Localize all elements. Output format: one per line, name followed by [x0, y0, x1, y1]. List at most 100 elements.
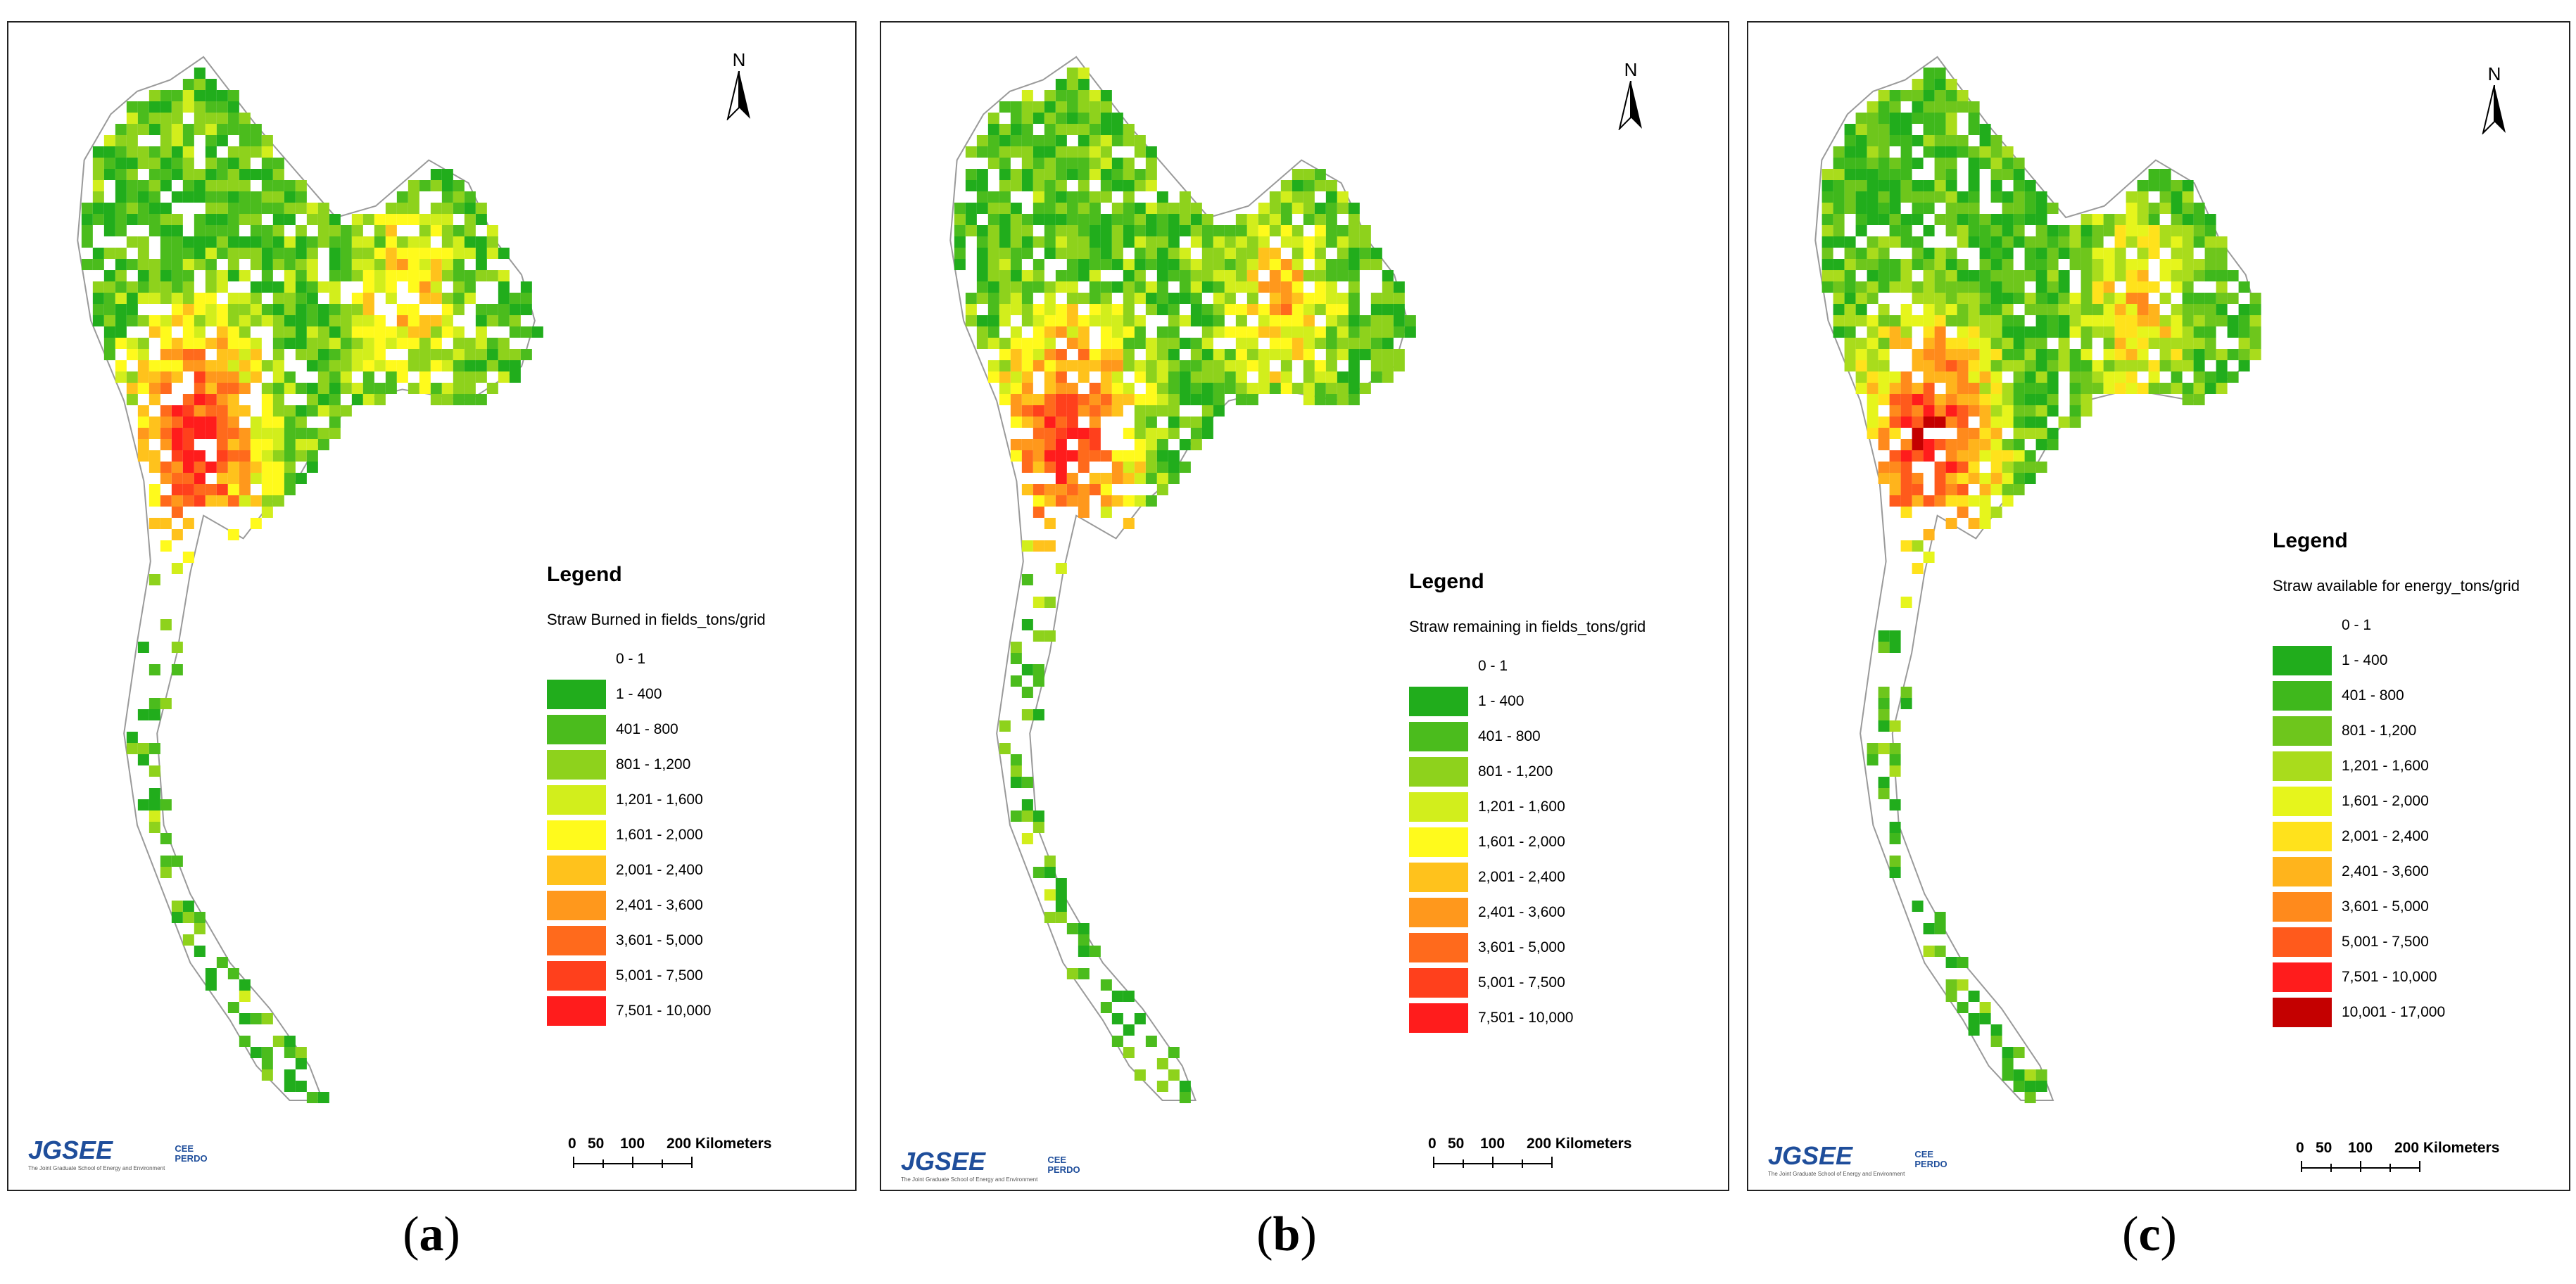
legend-items: 0 - 1 1 - 400 401 - 800 801 - 1,200 1,201 - …	[1409, 649, 1646, 1036]
legend-label: 5,001 - 7,500	[616, 967, 703, 984]
legend-swatch	[547, 856, 606, 885]
grid-cells	[1821, 68, 2261, 1103]
legend-item: 2,001 - 2,400	[2273, 819, 2520, 854]
legend-swatch	[2273, 646, 2332, 675]
institution-logos: JGSEE The Joint Graduate School of Energ…	[28, 1136, 217, 1171]
north-arrow-icon: N	[1610, 59, 1652, 134]
legend-item: 7,501 - 10,000	[2273, 960, 2520, 995]
map-panel-a: N Legend Straw Burned in fields_tons/gri…	[7, 21, 857, 1191]
legend-label: 3,601 - 5,000	[616, 932, 703, 948]
legend-item: 0 - 1	[1409, 649, 1646, 684]
legend-swatch	[2273, 751, 2332, 781]
legend-item: 5,001 - 7,500	[2273, 924, 2520, 960]
legend-label: 7,501 - 10,000	[1478, 1010, 1574, 1026]
scale-bar: 0 50 100 200 Kilometers	[568, 1136, 855, 1173]
legend-item: 0 - 1	[2273, 608, 2520, 643]
legend-label: 1,201 - 1,600	[616, 792, 703, 808]
legend-label: 2,001 - 2,400	[2342, 828, 2429, 844]
legend-label: 801 - 1,200	[1478, 763, 1553, 780]
map-panel-c: N Legend Straw available for energy_tons…	[1747, 21, 2570, 1191]
institution-logos: JGSEE The Joint Graduate School of Energ…	[901, 1147, 1090, 1183]
legend-subtitle: Straw remaining in fields_tons/grid	[1409, 618, 1646, 635]
legend-item: 1 - 400	[547, 677, 766, 712]
legend-item: 3,601 - 5,000	[1409, 930, 1646, 965]
legend-label: 1,201 - 1,600	[1478, 799, 1565, 815]
legend-item: 1,601 - 2,000	[2273, 784, 2520, 819]
thailand-map	[949, 56, 1416, 1103]
legend-label: 7,501 - 10,000	[616, 1003, 712, 1019]
legend-label: 2,401 - 3,600	[616, 897, 703, 913]
legend-label: 1,601 - 2,000	[2342, 793, 2429, 809]
jgsee-logo: JGSEE	[28, 1136, 113, 1164]
scale-label-0: 0	[2296, 1140, 2304, 1156]
scale-label-100: 100	[1480, 1136, 1505, 1152]
legend-swatch	[547, 644, 606, 674]
legend-swatch	[547, 926, 606, 955]
legend-item: 1 - 400	[1409, 684, 1646, 719]
legend-swatch	[547, 680, 606, 709]
caption-a: (a)	[403, 1207, 460, 1261]
legend-item: 401 - 800	[547, 712, 766, 747]
legend-items: 0 - 1 1 - 400 401 - 800 801 - 1,200 1,201 - …	[2273, 608, 2520, 1030]
cee-perdo-logo: CEE PERDO	[175, 1143, 208, 1164]
legend-item: 5,001 - 7,500	[547, 958, 766, 993]
legend-swatch	[547, 820, 606, 850]
legend-swatch	[547, 961, 606, 991]
legend-item: 10,001 - 17,000	[2273, 995, 2520, 1030]
legend-item: 3,601 - 5,000	[2273, 889, 2520, 924]
legend-title: Legend	[1409, 570, 1484, 593]
north-label: N	[732, 49, 746, 70]
grid-cells	[81, 68, 543, 1103]
legend-swatch	[1409, 827, 1468, 857]
legend-label: 1 - 400	[1478, 693, 1524, 709]
scale-label-0: 0	[1428, 1136, 1437, 1152]
north-label: N	[2487, 63, 2501, 84]
legend-swatch	[2273, 822, 2332, 851]
legend-swatch	[2273, 716, 2332, 746]
legend: Legend Straw Burned in fields_tons/grid …	[547, 563, 766, 1029]
legend-item: 1,201 - 1,600	[2273, 749, 2520, 784]
legend-label: 801 - 1,200	[616, 756, 691, 773]
legend-label: 5,001 - 7,500	[1478, 974, 1565, 991]
legend-item: 5,001 - 7,500	[1409, 965, 1646, 1000]
legend-swatch	[2273, 927, 2332, 957]
legend-label: 1 - 400	[616, 686, 662, 702]
institution-logos: JGSEE The Joint Graduate School of Energ…	[1768, 1141, 1957, 1177]
caption-c: (c)	[2122, 1207, 2177, 1261]
legend-item: 801 - 1,200	[1409, 754, 1646, 789]
scale-label-200: 200 Kilometers	[667, 1136, 772, 1152]
legend-label: 0 - 1	[2342, 617, 2372, 633]
jgsee-logo-subtitle: The Joint Graduate School of Energy and …	[1768, 1171, 1905, 1177]
legend-label: 801 - 1,200	[2342, 723, 2417, 739]
scale-label-200: 200 Kilometers	[2394, 1140, 2500, 1156]
legend: Legend Straw available for energy_tons/g…	[2273, 529, 2520, 1030]
legend-label: 401 - 800	[1478, 728, 1541, 744]
legend-swatch	[2273, 857, 2332, 886]
legend-item: 1,201 - 1,600	[547, 782, 766, 818]
jgsee-logo-subtitle: The Joint Graduate School of Energy and …	[28, 1165, 165, 1171]
legend-label: 5,001 - 7,500	[2342, 934, 2429, 950]
legend-label: 10,001 - 17,000	[2342, 1004, 2446, 1020]
legend-swatch	[2273, 611, 2332, 640]
legend-title: Legend	[547, 563, 622, 586]
legend-item: 1 - 400	[2273, 643, 2520, 678]
north-label: N	[1624, 59, 1638, 80]
legend-item: 401 - 800	[2273, 678, 2520, 713]
legend-label: 7,501 - 10,000	[2342, 969, 2437, 985]
legend-subtitle: Straw Burned in fields_tons/grid	[547, 611, 766, 628]
legend-item: 2,401 - 3,600	[547, 888, 766, 923]
legend-swatch	[1409, 863, 1468, 892]
legend-swatch	[1409, 1003, 1468, 1033]
cee-perdo-logo: CEE PERDO	[1047, 1154, 1080, 1175]
legend-swatch	[2273, 892, 2332, 922]
legend-swatch	[2273, 998, 2332, 1027]
north-arrow-icon: N	[2473, 63, 2515, 138]
legend-item: 1,601 - 2,000	[547, 818, 766, 853]
legend: Legend Straw remaining in fields_tons/gr…	[1409, 570, 1646, 1036]
legend-item: 801 - 1,200	[547, 747, 766, 782]
legend-label: 0 - 1	[616, 651, 646, 667]
scale-label-0: 0	[568, 1136, 576, 1152]
scale-bar-graphic	[2301, 1161, 2420, 1172]
legend-swatch	[1409, 968, 1468, 998]
scale-label-100: 100	[620, 1136, 645, 1152]
